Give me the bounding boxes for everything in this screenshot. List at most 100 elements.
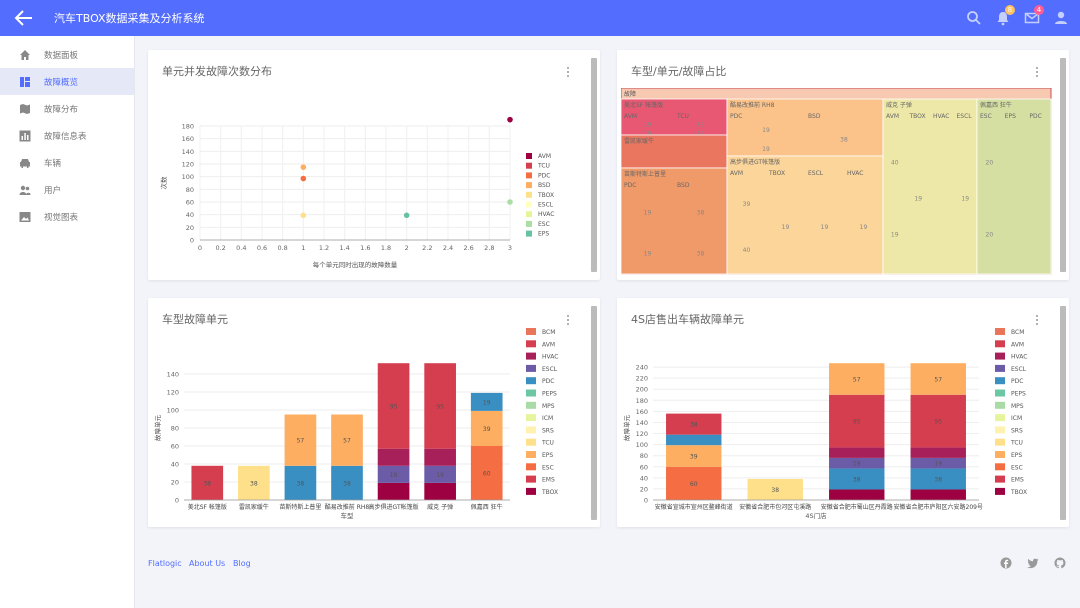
search-icon[interactable] bbox=[966, 10, 982, 26]
x-axis-label: 车型 bbox=[341, 511, 355, 520]
github-icon[interactable] bbox=[1054, 557, 1066, 569]
more-vert-icon[interactable] bbox=[566, 314, 570, 326]
bar-segment bbox=[910, 394, 966, 448]
bar-data-label: 60 bbox=[483, 471, 491, 478]
bar-data-label: 57 bbox=[934, 376, 942, 383]
legend-label: PEPS bbox=[1011, 391, 1026, 398]
legend-swatch bbox=[995, 364, 1005, 372]
y-tick-label: 160 bbox=[636, 408, 648, 416]
footer-link-flatlogic[interactable]: Flatlogic bbox=[148, 559, 182, 568]
treemap-cell-label: AVM bbox=[730, 170, 743, 177]
more-vert-icon[interactable] bbox=[566, 66, 570, 78]
stacked-bar-chart: 0 20 40 60 80 100 120 140 故障单元 38 美北SF 帐篷版 38 雷凯家缓牛 3… bbox=[153, 328, 558, 520]
legend-label: ESC bbox=[538, 221, 550, 228]
treemap-cell-label: PDC bbox=[624, 182, 636, 189]
legend-label: AVM bbox=[542, 341, 555, 348]
sidebar-item-label: 故障概览 bbox=[44, 77, 79, 88]
x-tick-label: 2.2 bbox=[422, 244, 432, 252]
scatter-chart: 0 20 40 60 80 100 120 140 160 180 0 0.2 0.4 0.6 0.8 1 1.… bbox=[159, 116, 554, 269]
x-tick-label: 2.8 bbox=[484, 244, 494, 252]
y-tick-label: 60 bbox=[171, 443, 179, 451]
legend-label: PDC bbox=[542, 378, 554, 385]
legend-label: MPS bbox=[542, 403, 555, 410]
y-tick-label: 160 bbox=[182, 135, 194, 143]
y-tick-label: 220 bbox=[636, 375, 648, 383]
footer-link-about[interactable]: About Us bbox=[189, 559, 226, 568]
legend-label: ESCL bbox=[1011, 366, 1027, 373]
sidebar-item-label: 视觉图表 bbox=[44, 212, 79, 223]
bar-segment bbox=[470, 392, 503, 411]
sidebar-item-users[interactable]: 用户 bbox=[0, 176, 134, 203]
legend-label: TBOX bbox=[541, 489, 558, 496]
sidebar-item-visual-charts[interactable]: 视觉图表 bbox=[0, 203, 134, 230]
scrollbar[interactable] bbox=[1060, 58, 1066, 272]
card-title: 车型故障单元 bbox=[162, 313, 228, 326]
bar-data-label: 57 bbox=[853, 376, 861, 383]
legend-swatch bbox=[526, 230, 532, 237]
legend-label: TCU bbox=[541, 440, 554, 447]
legend-swatch bbox=[526, 340, 536, 348]
bar-segment bbox=[666, 445, 722, 467]
bar-segment bbox=[377, 482, 410, 500]
back-arrow-icon[interactable] bbox=[14, 9, 34, 27]
bar-data-label: 19 bbox=[853, 461, 861, 468]
bar-data-label: 57 bbox=[297, 438, 305, 445]
treemap-value-label: 19 bbox=[697, 131, 705, 138]
account-icon[interactable] bbox=[1053, 10, 1069, 26]
x-axis-label: 每个单元同时出现的故障数量 bbox=[313, 260, 398, 269]
y-tick-label: 20 bbox=[640, 485, 648, 493]
treemap-group-label: 美北SF 帐篷版 bbox=[624, 101, 663, 109]
legend-swatch bbox=[526, 172, 532, 179]
y-tick-label: 0 bbox=[644, 497, 648, 505]
legend-swatch bbox=[526, 475, 536, 483]
treemap-value-label: 20 bbox=[986, 159, 994, 166]
treemap-value-label: 40 bbox=[743, 247, 751, 254]
x-tick-label: 2 bbox=[405, 244, 409, 252]
sidebar-item-fault-overview[interactable]: 故障概览 bbox=[0, 68, 134, 95]
x-tick-label: 0 bbox=[198, 244, 202, 252]
mail-icon[interactable] bbox=[1024, 10, 1040, 26]
scrollbar[interactable] bbox=[591, 306, 597, 520]
y-tick-label: 0 bbox=[190, 237, 194, 245]
bar-segment bbox=[284, 414, 317, 466]
sidebar-item-fault-table[interactable]: 故障信息表 bbox=[0, 122, 134, 149]
treemap-cell-label: TBOX bbox=[909, 113, 926, 120]
footer-link-blog[interactable]: Blog bbox=[233, 559, 251, 568]
y-axis-label: 故障单元 bbox=[153, 415, 162, 442]
treemap-value-label: 19 bbox=[860, 224, 868, 231]
treemap-cell-label: AVM bbox=[886, 113, 899, 120]
more-vert-icon[interactable] bbox=[1035, 314, 1039, 326]
treemap-value-label: 19 bbox=[762, 127, 770, 134]
bar-data-label: 60 bbox=[690, 481, 698, 488]
y-tick-label: 120 bbox=[167, 389, 179, 397]
card-title: 车型/单元/故障占比 bbox=[631, 65, 727, 78]
treemap-value-label: 19 bbox=[782, 224, 790, 231]
legend-label: SRS bbox=[1011, 427, 1023, 434]
scrollbar[interactable] bbox=[1060, 306, 1066, 520]
scrollbar[interactable] bbox=[591, 58, 597, 272]
x-tick-label: 雷凯家缓牛 bbox=[239, 503, 269, 511]
facebook-icon[interactable] bbox=[1000, 557, 1012, 569]
stacked-bar-chart: 0 20 40 60 80 100 120 140 160 180 200 220 240 故障单元 60 3… bbox=[622, 328, 1027, 520]
legend-swatch bbox=[526, 487, 536, 495]
x-tick-label: 佩嘉西 狂牛 bbox=[471, 503, 503, 511]
legend-label: ESC bbox=[542, 464, 554, 471]
bar-segment bbox=[829, 363, 885, 395]
legend-swatch bbox=[995, 426, 1005, 434]
mail-badge: 4 bbox=[1034, 5, 1044, 15]
y-tick-label: 80 bbox=[171, 425, 179, 433]
legend-swatch bbox=[995, 463, 1005, 471]
more-vert-icon[interactable] bbox=[1035, 66, 1039, 78]
bar-segment bbox=[829, 468, 885, 490]
sidebar-item-dashboard[interactable]: 数据面板 bbox=[0, 41, 134, 68]
notifications-icon[interactable] bbox=[995, 10, 1011, 26]
legend-swatch bbox=[526, 389, 536, 397]
sidebar-item-vehicles[interactable]: 车辆 bbox=[0, 149, 134, 176]
legend-label: PEPS bbox=[542, 391, 557, 398]
twitter-icon[interactable] bbox=[1027, 557, 1039, 569]
sidebar-item-fault-distribution[interactable]: 故障分布 bbox=[0, 95, 134, 122]
y-tick-label: 40 bbox=[186, 211, 194, 219]
legend-label: ESC bbox=[1011, 464, 1023, 471]
legend-label: BSD bbox=[538, 182, 551, 189]
treemap-cell-label: EPS bbox=[1005, 113, 1016, 120]
